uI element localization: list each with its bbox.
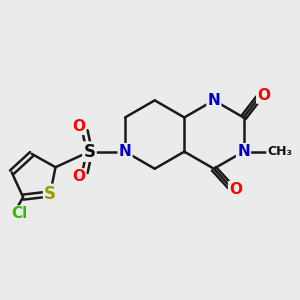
Text: N: N — [237, 144, 250, 159]
Text: O: O — [72, 119, 85, 134]
Text: CH₃: CH₃ — [267, 145, 292, 158]
Text: S: S — [83, 142, 95, 160]
Text: Cl: Cl — [11, 206, 28, 221]
Text: N: N — [119, 144, 131, 159]
Text: O: O — [229, 182, 242, 197]
Text: S: S — [44, 185, 56, 203]
Text: O: O — [72, 169, 85, 184]
Text: O: O — [257, 88, 270, 103]
Text: N: N — [208, 93, 220, 108]
